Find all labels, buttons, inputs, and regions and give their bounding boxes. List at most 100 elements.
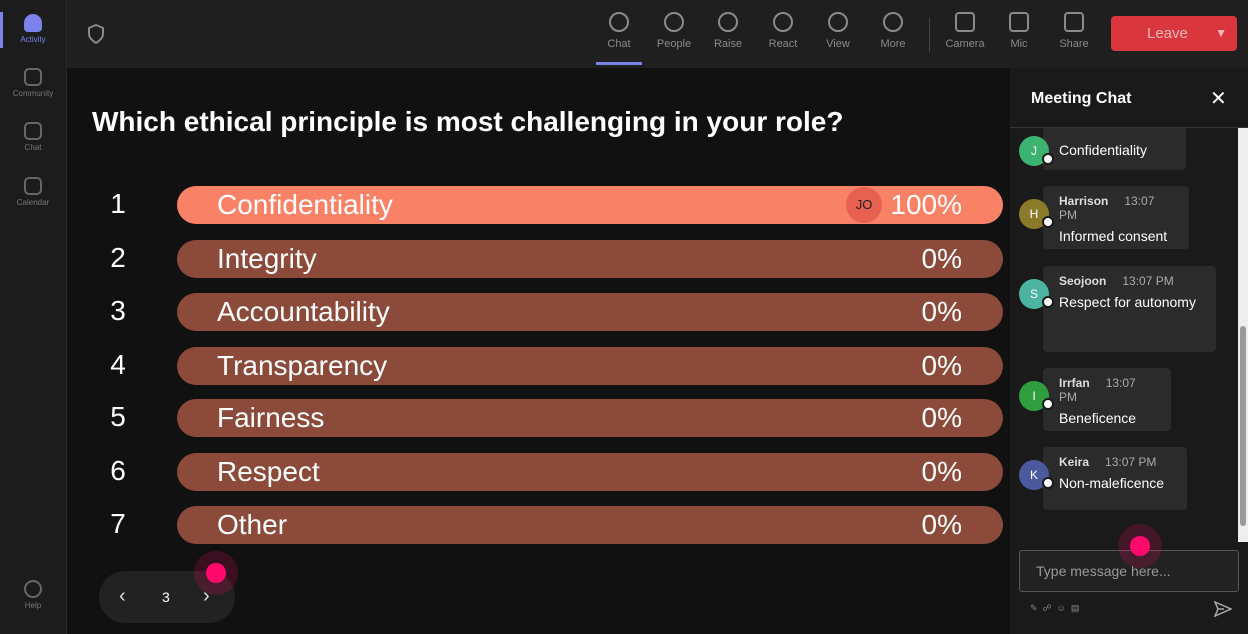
toolbar-button[interactable]: Mic	[992, 12, 1046, 50]
message-text: Non-maleficence	[1059, 475, 1165, 491]
toolbar-button[interactable]: Chat	[592, 12, 646, 50]
sidebar-icon	[24, 122, 42, 140]
toolbar-icon	[718, 12, 738, 32]
option-label: Other	[217, 509, 288, 540]
toolbar-button[interactable]: React	[756, 12, 810, 50]
scrollbar	[1238, 128, 1248, 542]
toolbar: Chat People Raise React View More Camera Mic Sha…	[67, 0, 1248, 68]
option-label: Fairness	[217, 402, 325, 433]
cursor-marker	[1130, 536, 1150, 556]
sidebar-icon	[24, 580, 42, 598]
sender-name: Harrison	[1059, 194, 1109, 208]
message-time: 13:07 PM	[1059, 194, 1155, 222]
toolbar-button[interactable]: Raise	[701, 12, 755, 50]
toolbar-icon	[1064, 12, 1084, 32]
toolbar-icon	[883, 12, 903, 32]
toolbar-label: Share	[1059, 38, 1089, 50]
active-tab-indicator	[596, 62, 642, 65]
scroll-thumb[interactable]	[1240, 326, 1246, 526]
message-header: Seojoon 13:07 PM	[1059, 274, 1200, 288]
message-input[interactable]: Type message here...	[1019, 550, 1239, 592]
toolbar-icon	[828, 12, 848, 32]
option-label: Accountability	[217, 296, 390, 327]
sidebar-icon	[24, 177, 42, 195]
chat-panel: Meeting Chat ✕ Confidentiality J Harrison 1…	[1010, 68, 1248, 634]
toolbar-label: More	[880, 38, 906, 50]
sender-name: Seojoon	[1059, 274, 1107, 288]
toolbar-label: Camera	[945, 38, 985, 50]
toolbar-label: People	[656, 38, 692, 50]
toolbar-label: Raise	[713, 38, 743, 50]
toolbar-icon	[1009, 12, 1029, 32]
prev-button[interactable]: ‹	[119, 585, 126, 607]
chat-message: Confidentiality	[1043, 128, 1186, 170]
chat-message: Irrfan 13:07 PM Beneficence	[1043, 368, 1171, 431]
option-number: 6	[110, 455, 126, 486]
option-number: 5	[110, 401, 126, 432]
status-dot	[1042, 216, 1054, 228]
send-button[interactable]	[1214, 600, 1232, 618]
message-list: Confidentiality J Harrison 13:07 PM Informed…	[1010, 128, 1238, 542]
toolbar-label: Chat	[607, 38, 631, 50]
sidebar-item[interactable]: Activity	[0, 14, 66, 44]
format-icons[interactable]: ✎☍☺▤	[1030, 603, 1085, 613]
leave-button[interactable]: Leave ▼	[1111, 16, 1237, 51]
active-indicator	[0, 12, 3, 48]
toolbar-label: Mic	[1010, 38, 1028, 50]
message-header: Irrfan 13:07 PM	[1059, 376, 1155, 404]
option-bar[interactable]: Accountability 0%	[177, 293, 1003, 331]
sidebar-label: Calendar	[16, 198, 50, 207]
toolbar-button[interactable]: Share	[1047, 12, 1101, 50]
option-bar[interactable]: Fairness 0%	[177, 399, 1003, 437]
sidebar: Activity Community Chat Calendar Help	[0, 0, 67, 634]
option-bar[interactable]: Confidentiality 100% JO	[177, 186, 1003, 224]
message-text: Respect for autonomy	[1059, 294, 1196, 310]
message-time: 13:07 PM	[1059, 376, 1136, 404]
toolbar-icon	[664, 12, 684, 32]
option-percent: 0%	[921, 350, 962, 381]
option-percent: 0%	[921, 243, 962, 274]
toolbar-button[interactable]: More	[866, 12, 920, 50]
chat-message: Keira 13:07 PM Non-maleficence	[1043, 447, 1187, 510]
sidebar-label: Activity	[20, 35, 46, 44]
toolbar-button[interactable]: Camera	[938, 12, 992, 50]
sender-name: Keira	[1059, 455, 1090, 469]
status-dot	[1042, 153, 1054, 165]
option-number: 1	[110, 188, 126, 219]
option-bar[interactable]: Other 0%	[177, 506, 1003, 544]
option-number: 4	[110, 349, 126, 380]
sidebar-item[interactable]: Chat	[0, 122, 66, 152]
option-number: 3	[110, 295, 126, 326]
option-bar[interactable]: Respect 0%	[177, 453, 1003, 491]
sidebar-item[interactable]: Calendar	[0, 177, 66, 207]
option-number: 7	[110, 508, 126, 539]
option-percent: 0%	[921, 456, 962, 487]
separator	[1010, 127, 1248, 128]
leave-dropdown[interactable]: ▼	[1215, 26, 1227, 40]
toolbar-button[interactable]: People	[647, 12, 701, 50]
status-dot	[1042, 398, 1054, 410]
input-placeholder: Type message here...	[1036, 563, 1171, 579]
sender-name: Irrfan	[1059, 376, 1090, 390]
close-button[interactable]: ✕	[1210, 88, 1227, 110]
message-header: Harrison 13:07 PM	[1059, 194, 1173, 222]
sidebar-label: Community	[12, 89, 54, 98]
sidebar-icon	[24, 68, 42, 86]
shield-icon	[88, 24, 104, 44]
message-text: Confidentiality	[1059, 142, 1147, 158]
option-label: Respect	[217, 456, 320, 487]
option-percent: 0%	[921, 296, 962, 327]
toolbar-label: View	[826, 38, 850, 50]
message-text: Beneficence	[1059, 410, 1137, 426]
sidebar-label: Chat	[24, 143, 42, 152]
option-percent: 0%	[921, 509, 962, 540]
next-button[interactable]: ›	[203, 585, 210, 607]
option-bar[interactable]: Integrity 0%	[177, 240, 1003, 278]
toolbar-button[interactable]: View	[811, 12, 865, 50]
chat-message: Seojoon 13:07 PM Respect for autonomy	[1043, 266, 1216, 352]
sidebar-item[interactable]: Community	[0, 68, 66, 98]
option-number: 2	[110, 242, 126, 273]
sidebar-item[interactable]: Help	[0, 580, 66, 610]
sidebar-label: Help	[24, 601, 42, 610]
option-bar[interactable]: Transparency 0%	[177, 347, 1003, 385]
